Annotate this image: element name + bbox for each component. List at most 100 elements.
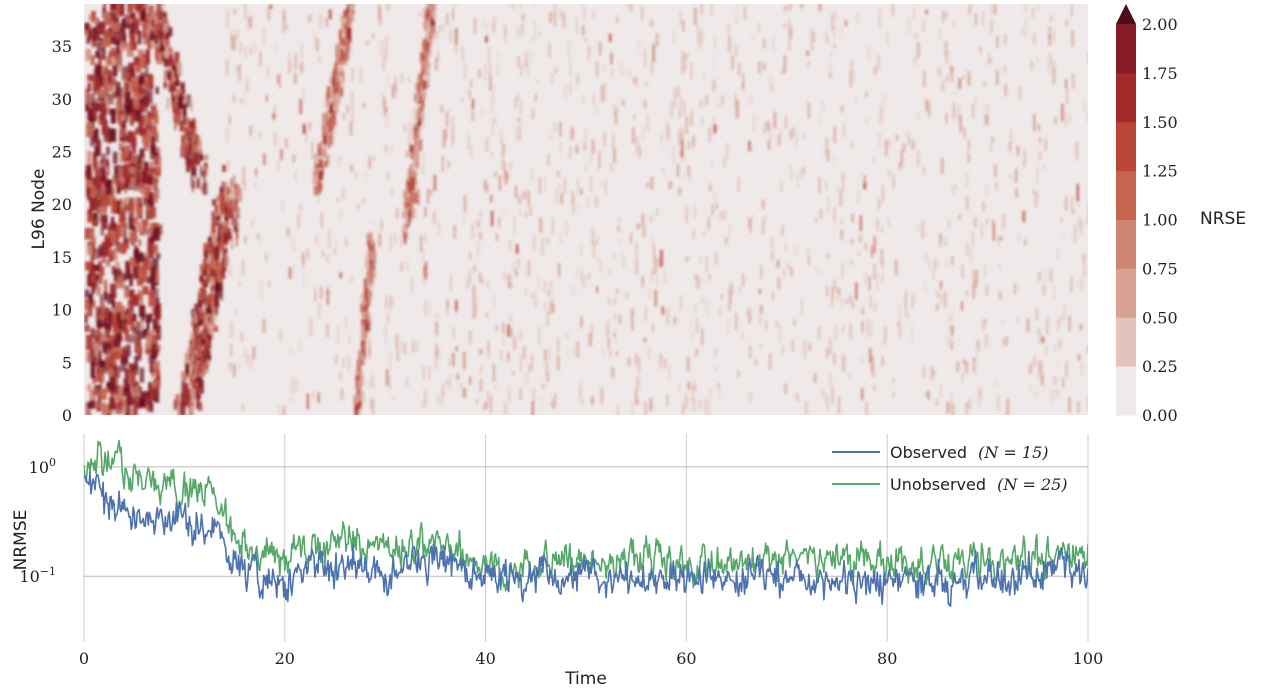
heatmap-cell xyxy=(105,56,109,66)
heatmap-cell xyxy=(196,348,202,358)
heatmap-cell xyxy=(322,112,326,125)
heatmap-cell xyxy=(757,61,761,74)
heatmap-cell xyxy=(221,187,226,201)
heatmap-cell xyxy=(451,130,454,148)
heatmap-cell xyxy=(649,215,653,223)
heatmap-cell xyxy=(580,316,583,328)
heatmap-cell xyxy=(887,218,890,227)
heatmap-cell xyxy=(325,17,329,28)
heatmap-cell xyxy=(150,126,157,134)
heatmap-cell xyxy=(713,37,716,49)
heatmap-cell xyxy=(833,11,837,22)
heatmap-cell xyxy=(795,130,798,148)
heatmap-cell xyxy=(387,74,390,89)
heatmap-cell xyxy=(802,134,806,139)
heatmap-cell xyxy=(775,320,779,327)
heatmap-cell xyxy=(240,331,244,342)
heatmap-cell xyxy=(694,384,697,393)
heatmap-cell xyxy=(98,56,102,71)
heatmap-cell xyxy=(87,27,93,40)
heatmap-cell xyxy=(429,189,433,196)
heatmap-cell xyxy=(86,150,92,166)
heatmap-cell xyxy=(102,341,108,353)
heatmap-cell xyxy=(213,246,219,260)
heatmap-cell xyxy=(364,172,367,183)
heatmap-cell xyxy=(182,110,185,123)
heatmap-cell xyxy=(168,77,173,90)
heatmap-cell xyxy=(832,155,835,166)
heatmap-cell xyxy=(590,155,592,162)
heatmap-cell xyxy=(338,87,344,97)
heatmap-cell xyxy=(409,164,413,172)
heatmap-cell xyxy=(450,274,452,291)
heatmap-cell xyxy=(163,57,167,67)
heatmap-cell xyxy=(516,93,520,101)
heatmap-cell xyxy=(314,288,317,302)
heatmap-cell xyxy=(667,124,670,141)
heatmap-cell xyxy=(782,222,785,233)
heatmap-cell xyxy=(334,99,339,113)
heatmap-cell xyxy=(280,25,284,33)
heatmap-cell xyxy=(673,317,677,325)
heatmap-cell xyxy=(104,279,108,295)
heatmap-cell xyxy=(210,283,213,292)
heatmap-cell xyxy=(874,302,877,312)
heatmap-cell xyxy=(160,45,166,52)
heatmap-cell xyxy=(345,239,348,247)
heatmap-cell xyxy=(1065,79,1067,89)
heatmap-cell xyxy=(731,55,734,70)
heatmap-cell xyxy=(591,228,595,245)
heatmap-cell xyxy=(771,251,774,262)
heatmap-cell xyxy=(646,114,650,133)
heatmap-cell xyxy=(635,261,639,274)
heatmap-cell xyxy=(349,120,353,136)
heatmap-cell xyxy=(441,23,444,31)
heatmap-cell xyxy=(635,76,639,88)
heatmap-cell xyxy=(386,4,390,11)
heatmap-cell xyxy=(209,257,213,270)
heatmap-cell xyxy=(784,383,787,395)
heatmap-cell xyxy=(336,325,340,344)
heatmap-cell xyxy=(100,153,106,163)
heatmap-cell xyxy=(1048,34,1052,46)
heatmap-cell xyxy=(211,321,216,333)
heatmap-cell xyxy=(314,32,317,50)
heatmap-cell xyxy=(692,398,696,412)
heatmap-cell xyxy=(1071,73,1075,89)
heatmap-cell xyxy=(186,94,192,108)
heatmap-cell xyxy=(101,120,109,134)
heatmap-cell xyxy=(233,188,238,196)
heatmap-cell xyxy=(168,47,171,55)
heatmap-cell xyxy=(801,298,803,316)
heatmap-cell xyxy=(728,287,732,304)
heatmap-cell xyxy=(190,100,193,112)
heatmap-cell xyxy=(925,391,928,397)
heatmap-cell xyxy=(958,214,961,220)
heatmap-cell xyxy=(189,347,192,355)
heatmap-cell xyxy=(113,78,117,86)
heatmap-cell xyxy=(590,177,593,192)
heatmap-cell xyxy=(353,395,356,407)
heatmap-cell xyxy=(475,299,478,315)
heatmap-cell xyxy=(87,122,93,138)
heatmap-cell xyxy=(126,406,133,415)
heatmap-cell xyxy=(136,394,142,410)
heatmap-cell xyxy=(966,172,969,188)
heatmap-cell xyxy=(86,36,91,44)
heatmap-cell xyxy=(193,352,197,365)
heatmap-cell xyxy=(814,373,817,383)
heatmap-cell xyxy=(549,281,552,295)
heatmap-cell xyxy=(482,16,485,29)
heatmap-cell xyxy=(109,221,117,232)
heatmap-cell xyxy=(130,35,135,44)
heatmap-cell xyxy=(717,382,721,390)
heatmap-cell xyxy=(695,274,699,289)
heatmap-cell xyxy=(395,334,399,349)
heatmap-cell xyxy=(164,50,168,59)
heatmap-cell xyxy=(787,263,790,271)
heatmap-cell xyxy=(114,350,121,360)
heatmap-cell xyxy=(142,89,149,103)
heatmap-cell xyxy=(212,284,217,292)
heatmap-cell xyxy=(319,13,323,29)
colorbar-block xyxy=(1116,121,1136,172)
